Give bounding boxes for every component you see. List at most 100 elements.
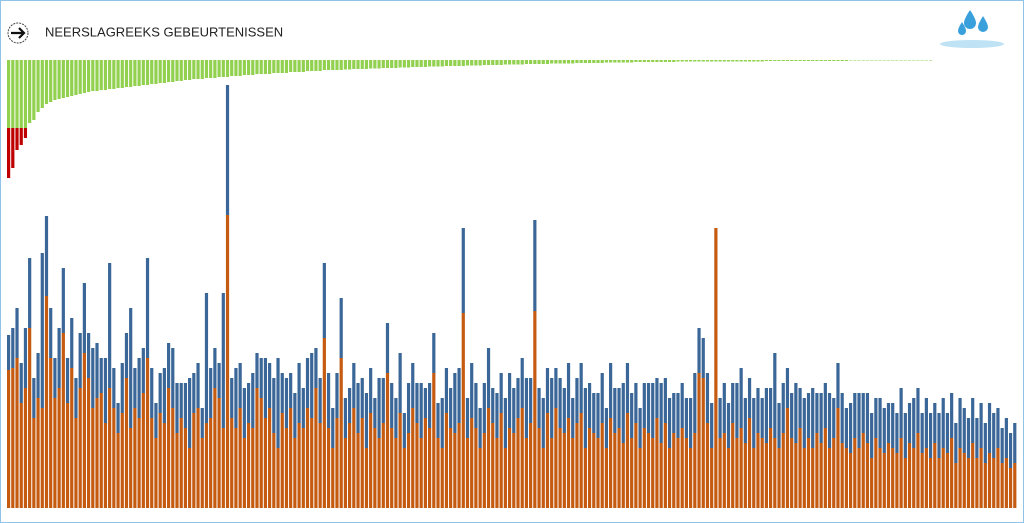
bar-segment — [183, 383, 188, 428]
bar — [95, 60, 99, 91]
bar — [158, 60, 162, 83]
bar-segment — [777, 403, 781, 448]
bar-segment — [360, 378, 364, 418]
bar — [638, 60, 642, 62]
bar-segment — [583, 448, 587, 508]
bar — [255, 60, 259, 74]
bar-segment — [769, 428, 773, 508]
bar-segment — [352, 408, 356, 508]
bar-segment — [802, 448, 806, 508]
bar-segment — [103, 358, 108, 423]
bar-segment — [937, 413, 941, 458]
bar-segment — [145, 258, 150, 358]
bar-segment — [335, 373, 339, 418]
bar-segment — [613, 433, 617, 508]
bar-segment — [99, 358, 103, 393]
bar-segment — [975, 418, 979, 458]
bar — [798, 60, 802, 61]
bar — [394, 60, 398, 68]
bar-segment — [280, 373, 284, 413]
bar-segment — [36, 398, 40, 508]
bar-segment — [617, 388, 621, 428]
bar-segment — [891, 448, 895, 508]
bar-segment — [550, 438, 554, 508]
bar-segment — [849, 403, 853, 453]
bar — [242, 60, 246, 75]
bar-segment — [95, 398, 99, 508]
bar — [609, 60, 613, 63]
bar-segment — [1013, 423, 1017, 463]
bar-segment — [112, 408, 116, 508]
bar-segment — [693, 373, 697, 433]
bar — [827, 60, 832, 61]
bar-segment — [436, 403, 440, 438]
bar — [19, 60, 23, 128]
bar-segment — [381, 378, 385, 423]
bar — [175, 60, 179, 81]
bar-segment — [411, 363, 415, 408]
bar — [305, 60, 310, 71]
bar-segment — [878, 398, 882, 448]
bar-segment — [40, 408, 44, 508]
bar-segment — [777, 448, 781, 508]
bar-segment — [516, 378, 520, 418]
bar-segment — [162, 423, 166, 508]
bar-segment — [853, 438, 857, 508]
bar-segment — [928, 458, 933, 508]
chart-title: NEERSLAGREEKS GEBEURTENISSEN — [45, 24, 283, 39]
bar-segment — [188, 448, 192, 508]
bar — [192, 60, 196, 79]
bar-segment — [124, 333, 129, 378]
bar-segment — [827, 448, 832, 508]
bar — [221, 60, 225, 77]
bar-segment — [836, 408, 840, 508]
bar-segment — [385, 373, 390, 508]
bar-segment — [861, 433, 865, 508]
bar — [246, 60, 251, 75]
bar-segment — [533, 220, 537, 311]
bar-segment — [234, 428, 238, 508]
bar-segment — [478, 408, 482, 448]
bar-segment — [950, 393, 954, 438]
bar-segment — [975, 458, 979, 508]
bar-segment — [289, 373, 293, 408]
bar-segment — [246, 383, 251, 423]
bar-segment — [558, 428, 562, 508]
bar — [373, 60, 377, 69]
bar-segment — [773, 438, 777, 508]
bar-segment — [537, 428, 541, 508]
bar — [777, 60, 781, 61]
bar — [78, 60, 82, 94]
bar-segment — [895, 413, 899, 453]
bar — [217, 60, 221, 77]
bar — [465, 60, 470, 66]
bar-segment — [326, 373, 331, 428]
bar — [402, 60, 406, 68]
bar — [634, 60, 638, 62]
bar-segment — [495, 393, 499, 438]
bar — [621, 60, 625, 63]
bar-segment — [954, 423, 958, 463]
bar — [533, 60, 537, 64]
back-button[interactable] — [7, 22, 29, 44]
bar-segment — [604, 448, 609, 508]
bar — [756, 60, 760, 62]
bar — [655, 60, 659, 62]
bar-segment — [23, 328, 28, 388]
bar — [326, 60, 331, 70]
bar-segment — [263, 418, 268, 508]
bar-segment — [1013, 463, 1017, 508]
bar-segment — [470, 418, 474, 508]
bar — [642, 60, 646, 62]
bar-segment — [710, 448, 714, 508]
bar — [145, 60, 150, 85]
bar-segment — [154, 438, 158, 508]
bar-segment — [987, 403, 992, 453]
bar-segment — [411, 408, 415, 508]
bar-segment — [697, 373, 701, 508]
bar-segment — [592, 393, 596, 433]
bar-segment — [356, 433, 360, 508]
bar-segment — [305, 408, 310, 508]
bar — [646, 60, 651, 62]
bar — [276, 60, 280, 73]
